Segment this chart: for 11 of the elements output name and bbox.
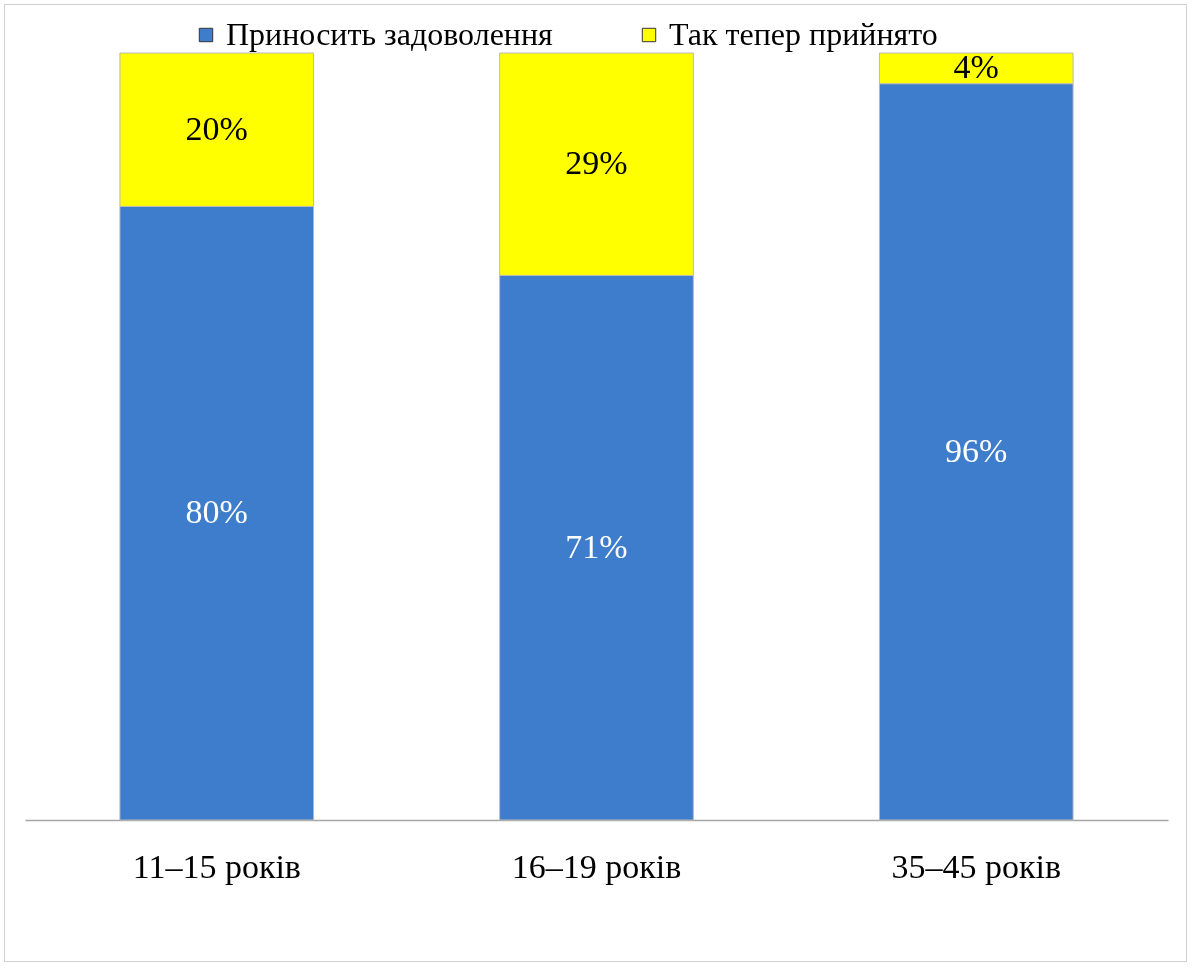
x-tick-label: 16–19 років: [511, 847, 682, 885]
data-label: 71%: [565, 527, 628, 565]
legend-label: Так тепер прийнято: [669, 16, 938, 52]
x-tick-label: 11–15 років: [132, 847, 301, 885]
data-label: 4%: [953, 48, 999, 86]
data-label: 96%: [945, 431, 1008, 469]
legend-label: Приносить задоволення: [226, 16, 554, 52]
data-label: 20%: [185, 109, 248, 147]
x-tick-label: 35–45 років: [891, 847, 1061, 885]
data-label: 29%: [565, 144, 628, 182]
data-label: 80%: [185, 493, 248, 531]
